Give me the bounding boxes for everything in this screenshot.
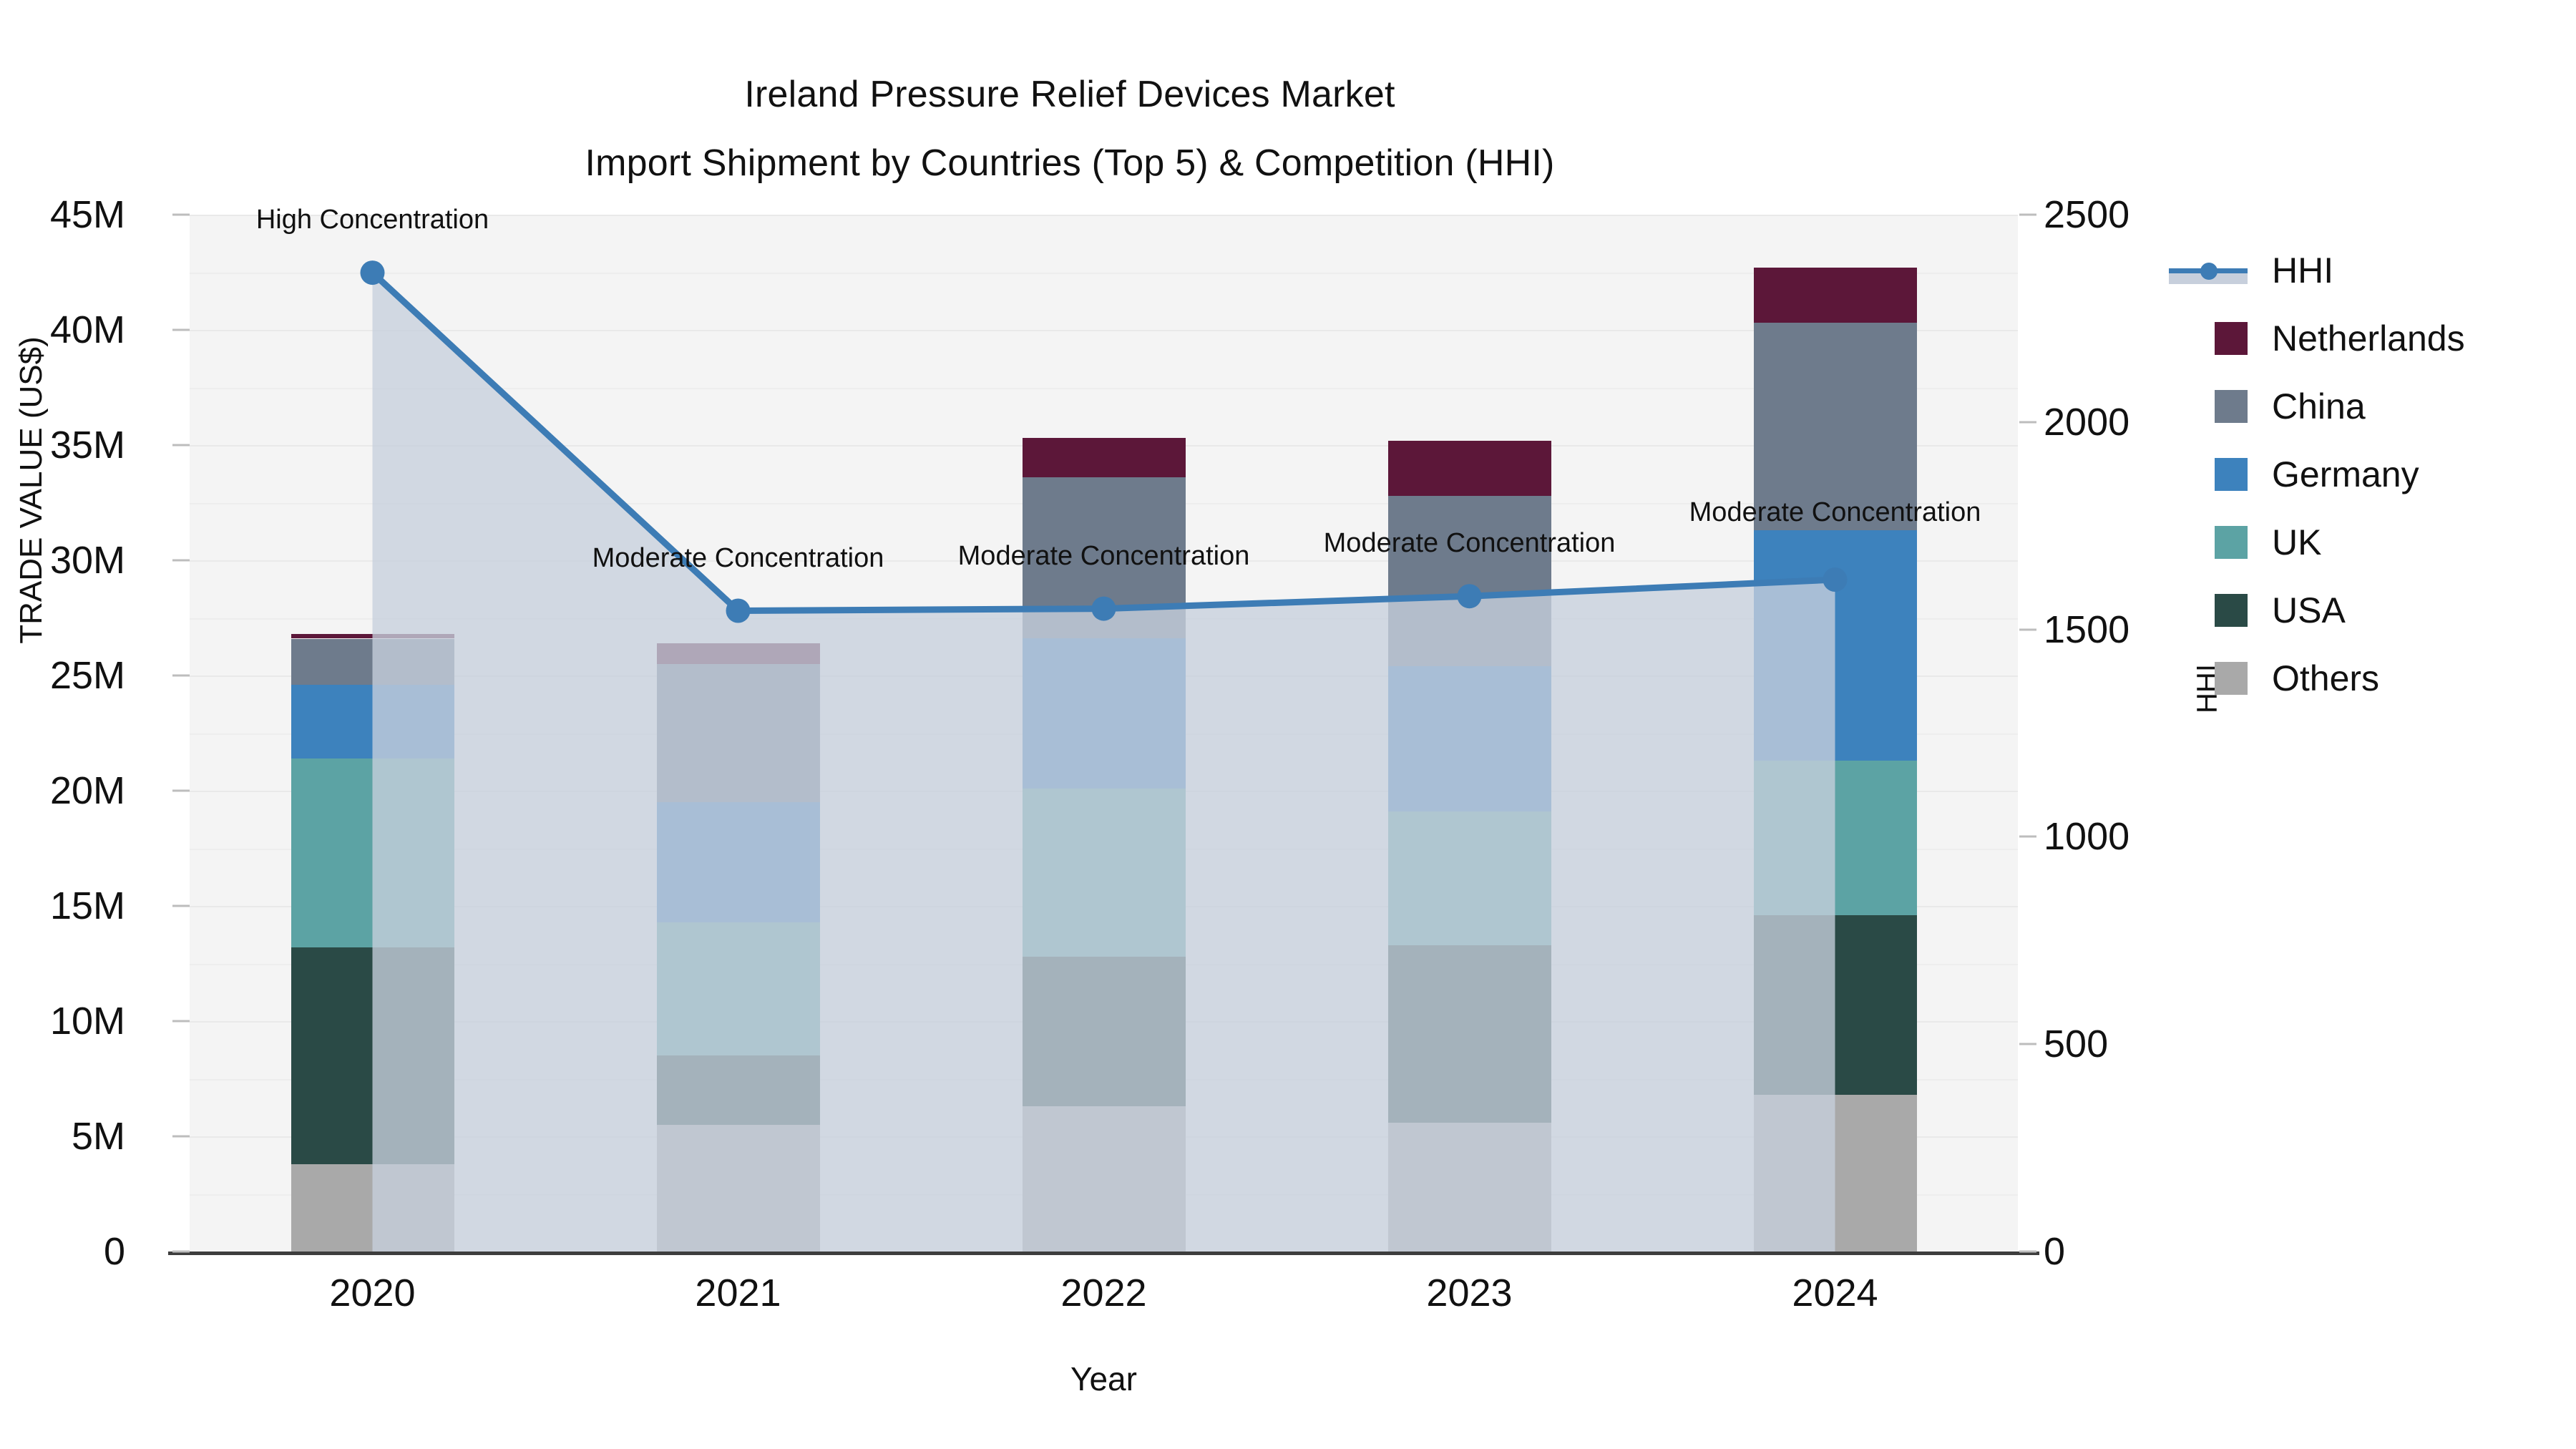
secondary-y-tick-mark xyxy=(2019,628,2036,631)
y-tick-label: 5M xyxy=(71,1115,125,1158)
annotation-2020: High Concentration xyxy=(255,205,489,235)
secondary-y-tick-mark xyxy=(2019,835,2036,838)
secondary-y-tick-label: 2500 xyxy=(2044,193,2130,236)
legend-label: Germany xyxy=(2272,454,2419,494)
x-tick-label-2021: 2021 xyxy=(695,1272,781,1314)
legend-line-marker xyxy=(2169,254,2248,287)
hhi-marker-2021[interactable] xyxy=(726,598,751,623)
hhi-markers xyxy=(360,260,1848,623)
annotation-2022: Moderate Concentration xyxy=(957,540,1250,571)
y-tick-mark xyxy=(172,444,190,447)
legend-item-germany[interactable]: Germany xyxy=(2215,440,2572,508)
y-tick-label: 40M xyxy=(49,308,125,351)
hhi-marker-2023[interactable] xyxy=(1457,584,1482,609)
bar-segment-netherlands-2024[interactable] xyxy=(1753,268,1917,323)
x-tick-label-2022: 2022 xyxy=(1060,1272,1147,1314)
chart-title: Ireland Pressure Relief Devices Market I… xyxy=(0,60,2140,197)
annotation-2021: Moderate Concentration xyxy=(592,542,884,573)
chart-title-line-1: Ireland Pressure Relief Devices Market xyxy=(744,74,1395,115)
x-tick-label-2024: 2024 xyxy=(1792,1272,1878,1314)
gridline xyxy=(190,272,2018,274)
secondary-y-tick-mark xyxy=(2019,421,2036,424)
secondary-y-tick-label: 1000 xyxy=(2044,815,2130,859)
y-tick-label: 10M xyxy=(49,1000,125,1043)
legend-label: USA xyxy=(2272,590,2346,630)
gridline xyxy=(190,330,2018,331)
legend-item-china[interactable]: China xyxy=(2215,372,2572,440)
legend-swatch xyxy=(2215,389,2248,423)
legend: HHI Netherlands China Germany UK USA Others xyxy=(2169,236,2572,712)
y-tick-label: 25M xyxy=(49,654,125,697)
legend-line-dot xyxy=(2200,262,2218,280)
legend-swatch xyxy=(2215,525,2248,559)
legend-label: China xyxy=(2272,386,2366,426)
y-tick-mark xyxy=(172,559,190,562)
bar-segment-china-2024[interactable] xyxy=(1753,323,1917,531)
y-tick-mark xyxy=(172,789,190,792)
chart-title-line-2: Import Shipment by Countries (Top 5) & C… xyxy=(585,142,1555,184)
y-tick-mark xyxy=(172,1135,190,1138)
x-axis-label: Year xyxy=(1070,1360,1137,1397)
secondary-y-tick-mark xyxy=(2019,213,2036,216)
legend-item-hhi[interactable]: HHI xyxy=(2169,236,2572,304)
x-tick-label-2020: 2020 xyxy=(329,1272,416,1314)
legend-label: Netherlands xyxy=(2272,318,2465,358)
plot-area: High Concentration Moderate Concentration… xyxy=(190,205,2018,1253)
legend-label: Others xyxy=(2272,658,2380,698)
y-tick-mark xyxy=(172,1250,190,1253)
hhi-line-overlay xyxy=(360,260,1848,1252)
legend-swatch xyxy=(2215,661,2248,695)
y-tick-label: 15M xyxy=(49,884,125,927)
y-tick-label: 45M xyxy=(49,193,125,236)
bar-segment-netherlands-2022[interactable] xyxy=(1022,438,1186,478)
legend-swatch xyxy=(2215,593,2248,627)
annotation-2024: Moderate Concentration xyxy=(1689,497,1981,528)
legend-swatch xyxy=(2215,457,2248,491)
legend-item-netherlands[interactable]: Netherlands xyxy=(2215,304,2572,372)
secondary-y-tick-mark xyxy=(2019,1043,2036,1045)
y-tick-mark xyxy=(172,328,190,331)
legend-swatch xyxy=(2215,321,2248,355)
x-axis-line xyxy=(168,1252,2039,1255)
secondary-y-tick-label: 2000 xyxy=(2044,400,2130,444)
y-tick-mark xyxy=(172,213,190,216)
gridline xyxy=(190,387,2018,389)
y-tick-label: 0 xyxy=(103,1230,125,1273)
secondary-y-tick-label: 0 xyxy=(2044,1230,2066,1273)
legend-item-uk[interactable]: UK xyxy=(2215,508,2572,576)
legend-label: UK xyxy=(2272,522,2322,562)
legend-item-others[interactable]: Others xyxy=(2215,644,2572,712)
hhi-marker-2022[interactable] xyxy=(1091,596,1116,621)
y-tick-label: 30M xyxy=(49,539,125,582)
y-tick-label: 35M xyxy=(49,424,125,467)
hhi-marker-2020[interactable] xyxy=(360,260,385,286)
y-tick-mark xyxy=(172,1020,190,1023)
legend-label: HHI xyxy=(2272,250,2334,291)
hhi-marker-2024[interactable] xyxy=(1823,567,1848,592)
legend-item-usa[interactable]: USA xyxy=(2215,576,2572,644)
y-axis-label: TRADE VALUE (US$) xyxy=(14,336,49,644)
annotation-2023: Moderate Concentration xyxy=(1323,528,1616,559)
bar-segment-netherlands-2023[interactable] xyxy=(1387,440,1551,496)
secondary-y-tick-label: 1500 xyxy=(2044,608,2130,651)
hhi-area-fill xyxy=(372,273,1835,1252)
y-tick-mark xyxy=(172,904,190,907)
gridline xyxy=(190,215,2018,216)
secondary-y-tick-label: 500 xyxy=(2044,1023,2109,1066)
x-tick-label-2023: 2023 xyxy=(1426,1272,1513,1314)
y-tick-label: 20M xyxy=(49,769,125,812)
y-tick-mark xyxy=(172,674,190,677)
secondary-y-tick-mark xyxy=(2019,1250,2036,1253)
